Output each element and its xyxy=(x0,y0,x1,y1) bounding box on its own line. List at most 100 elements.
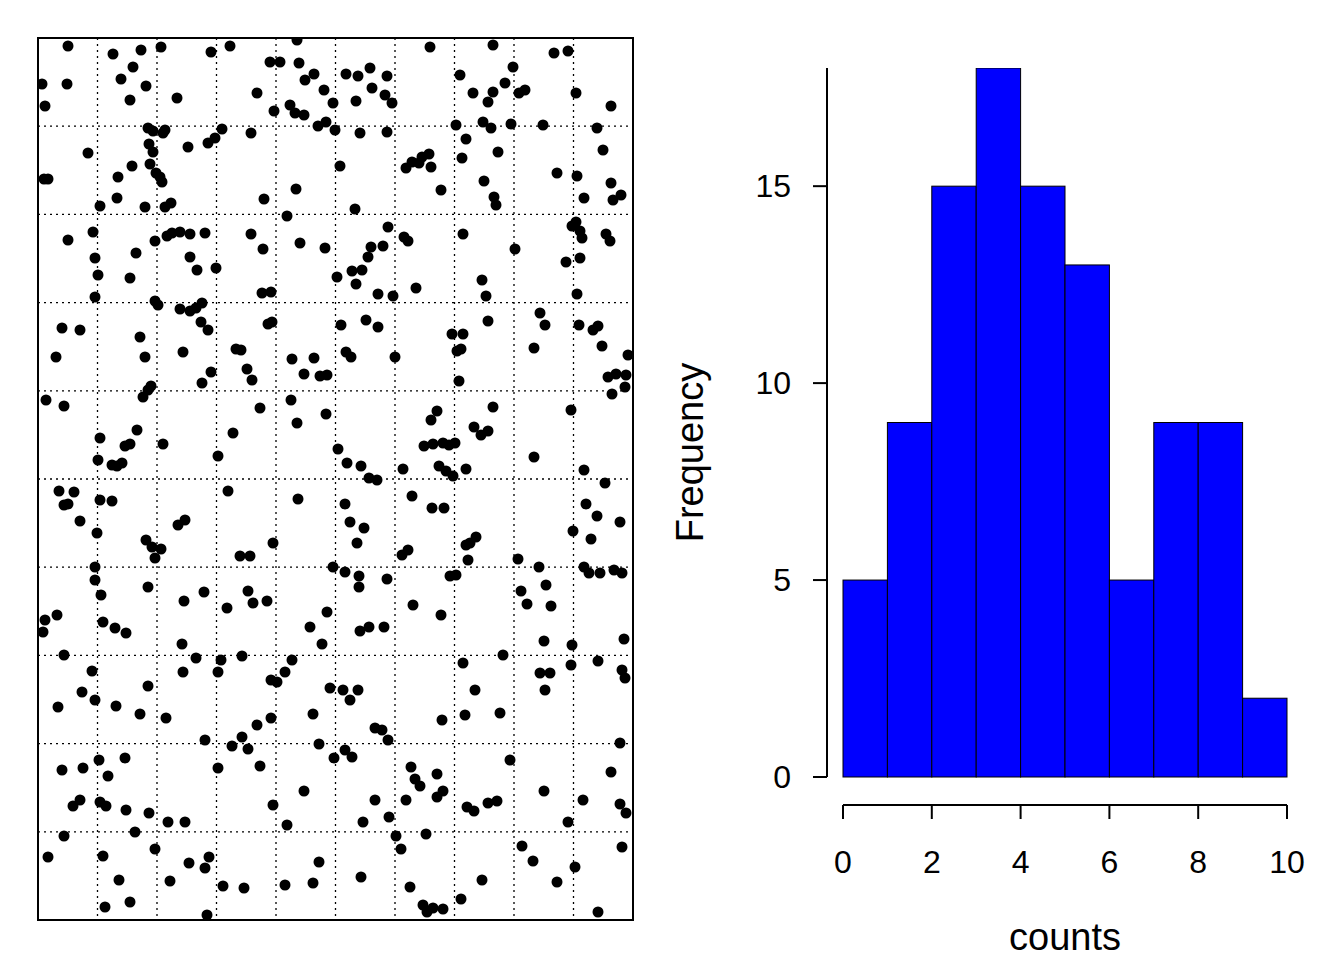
point xyxy=(606,178,617,189)
point xyxy=(359,523,370,534)
point xyxy=(500,78,511,89)
point xyxy=(432,769,443,780)
point xyxy=(332,272,343,283)
point xyxy=(140,352,151,363)
bar xyxy=(843,580,887,777)
point xyxy=(38,627,49,638)
point xyxy=(166,198,177,209)
point xyxy=(299,369,310,380)
point xyxy=(121,628,132,639)
point xyxy=(384,812,395,823)
point xyxy=(107,496,118,507)
point xyxy=(225,41,236,52)
point xyxy=(113,172,124,183)
point xyxy=(483,316,494,327)
point xyxy=(488,402,499,413)
point xyxy=(345,695,356,706)
point xyxy=(579,193,590,204)
point xyxy=(621,808,632,819)
point xyxy=(295,238,306,249)
point xyxy=(436,610,447,621)
point xyxy=(237,651,248,662)
point xyxy=(529,343,540,354)
y-tick-label: 5 xyxy=(773,562,791,598)
point xyxy=(450,438,461,449)
histogram-panel: 0246810051015countsFrequency xyxy=(669,68,1305,958)
point xyxy=(382,127,393,138)
point xyxy=(75,516,86,527)
point xyxy=(292,38,303,46)
point xyxy=(426,162,437,173)
point xyxy=(180,515,191,526)
point xyxy=(255,403,266,414)
point xyxy=(351,96,362,107)
point xyxy=(239,883,250,894)
point xyxy=(391,831,402,842)
point xyxy=(266,287,277,298)
point xyxy=(245,551,256,562)
point xyxy=(108,49,119,60)
point xyxy=(150,553,161,564)
point xyxy=(470,685,481,696)
point xyxy=(265,57,276,68)
point xyxy=(597,341,608,352)
point xyxy=(156,42,167,53)
x-tick-label: 4 xyxy=(1012,844,1030,880)
point xyxy=(471,532,482,543)
point xyxy=(336,320,347,331)
point xyxy=(78,763,89,774)
point xyxy=(535,668,546,679)
point xyxy=(319,85,330,96)
point xyxy=(425,42,436,53)
point xyxy=(211,263,222,274)
point xyxy=(246,229,257,240)
point xyxy=(53,702,64,713)
point xyxy=(202,910,213,921)
point xyxy=(539,636,550,647)
point xyxy=(252,720,263,731)
point xyxy=(243,586,254,597)
point xyxy=(468,88,479,99)
point xyxy=(340,567,351,578)
point xyxy=(199,587,210,598)
point xyxy=(355,128,366,139)
point xyxy=(125,273,136,284)
point xyxy=(458,658,469,669)
point xyxy=(54,486,65,497)
point xyxy=(387,98,398,109)
grid-line-y xyxy=(38,831,633,832)
point xyxy=(163,817,174,828)
x-tick-label: 6 xyxy=(1101,844,1119,880)
point xyxy=(424,149,435,160)
point xyxy=(148,126,159,137)
point xyxy=(615,799,626,810)
point xyxy=(584,568,595,579)
point xyxy=(275,57,286,68)
point xyxy=(356,872,367,883)
grid-line-x xyxy=(216,38,217,920)
point xyxy=(593,656,604,667)
point xyxy=(347,266,358,277)
point xyxy=(428,903,439,914)
point xyxy=(110,623,121,634)
point xyxy=(493,147,504,158)
point xyxy=(522,599,533,610)
y-tick xyxy=(813,579,827,581)
point xyxy=(370,795,381,806)
bars xyxy=(843,68,1287,777)
point xyxy=(191,653,202,664)
point xyxy=(213,667,224,678)
point xyxy=(477,875,488,886)
background xyxy=(0,0,1344,960)
point xyxy=(63,235,74,246)
point xyxy=(321,117,332,128)
x-tick-label: 8 xyxy=(1189,844,1207,880)
point xyxy=(623,350,634,361)
point xyxy=(390,352,401,363)
x-tick xyxy=(1020,805,1022,819)
point xyxy=(141,81,152,92)
point xyxy=(197,378,208,389)
point xyxy=(210,133,221,144)
point xyxy=(63,499,74,510)
point xyxy=(293,494,304,505)
